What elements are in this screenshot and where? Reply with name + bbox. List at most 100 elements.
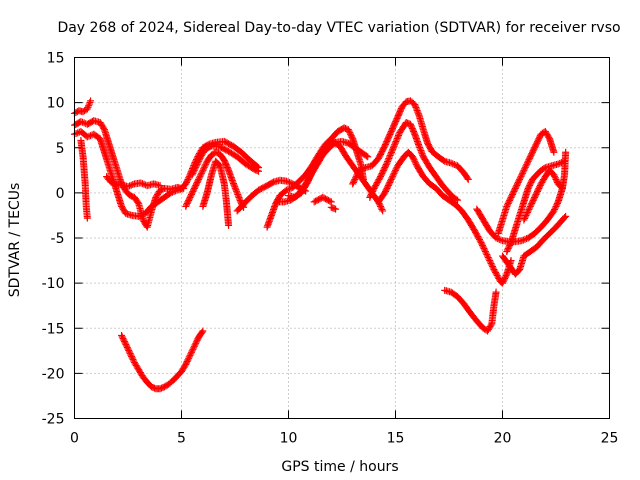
data-point <box>384 183 392 191</box>
data-point <box>531 144 539 152</box>
data-point <box>386 153 394 161</box>
data-point <box>124 345 132 353</box>
data-point <box>550 207 558 215</box>
data-point <box>236 197 244 205</box>
data-points <box>71 97 570 393</box>
data-point <box>536 133 544 141</box>
data-point <box>231 183 239 191</box>
data-point <box>186 193 194 201</box>
data-point <box>182 178 190 186</box>
data-point <box>417 148 425 156</box>
data-point <box>487 260 495 268</box>
data-point <box>187 350 195 358</box>
data-point <box>72 130 80 138</box>
data-point <box>553 199 561 207</box>
data-point <box>526 153 534 161</box>
data-point <box>502 272 510 280</box>
x-tick-label: 15 <box>387 431 405 447</box>
data-point <box>531 142 539 150</box>
data-point <box>121 339 129 347</box>
data-point <box>392 166 399 174</box>
data-point <box>355 166 363 174</box>
data-point <box>185 195 193 203</box>
data-point <box>119 334 127 342</box>
data-point <box>409 154 417 162</box>
data-point <box>126 350 134 358</box>
series-arc-a <box>71 97 95 117</box>
data-point <box>136 212 144 220</box>
data-point <box>187 192 195 200</box>
data-point <box>449 160 457 168</box>
y-tick-label: 15 <box>47 51 65 67</box>
data-point <box>367 192 375 200</box>
data-point <box>536 181 544 189</box>
data-point <box>484 254 492 262</box>
data-point <box>369 187 377 195</box>
data-point <box>532 190 540 198</box>
data-point <box>192 181 200 189</box>
data-point <box>234 192 242 200</box>
data-point <box>191 341 199 349</box>
data-point <box>384 158 392 166</box>
data-point <box>505 198 513 206</box>
data-point <box>181 362 189 370</box>
data-point <box>348 133 356 141</box>
data-point <box>501 275 509 283</box>
data-point <box>286 178 294 186</box>
data-point <box>392 165 400 173</box>
data-point <box>519 168 527 176</box>
data-point <box>195 175 203 183</box>
data-point <box>490 266 498 274</box>
data-point <box>377 171 385 179</box>
data-point <box>559 158 567 166</box>
data-point <box>520 216 528 224</box>
data-point <box>503 201 511 209</box>
data-point <box>504 199 512 207</box>
data-point <box>389 145 397 153</box>
data-point <box>522 162 530 170</box>
axis-ticks: -25 -20 -15 -10 -5 0 5 10 15 0 5 10 15 20 25 <box>42 51 619 447</box>
y-tick-label: -10 <box>42 276 65 292</box>
data-point <box>185 354 193 362</box>
data-point <box>506 195 514 203</box>
data-point <box>235 194 243 202</box>
data-point <box>551 172 559 180</box>
data-point <box>485 255 493 263</box>
data-point <box>84 103 92 111</box>
data-point <box>526 202 534 210</box>
data-point <box>253 167 261 175</box>
data-point <box>199 166 207 174</box>
data-point <box>504 245 512 253</box>
data-point <box>352 174 360 182</box>
data-point <box>201 162 209 170</box>
data-point <box>379 167 387 175</box>
data-point <box>533 139 541 147</box>
data-point <box>389 172 397 180</box>
data-point <box>497 236 505 244</box>
data-point <box>192 163 200 171</box>
data-point <box>525 156 533 164</box>
data-point <box>182 180 190 188</box>
data-point <box>202 160 210 168</box>
data-point <box>524 184 532 192</box>
data-point <box>332 205 340 213</box>
data-point <box>387 150 395 158</box>
data-point <box>454 196 462 204</box>
data-point <box>282 186 290 194</box>
data-point <box>189 187 197 195</box>
data-point <box>346 129 354 137</box>
data-point <box>190 186 198 194</box>
data-point <box>230 181 238 189</box>
data-point <box>126 182 134 190</box>
data-point <box>503 202 511 210</box>
data-point <box>189 345 197 353</box>
data-point <box>390 142 398 150</box>
data-point <box>464 175 472 183</box>
data-point <box>233 189 241 197</box>
data-point <box>188 171 196 179</box>
data-point <box>377 204 385 212</box>
data-point <box>533 138 541 146</box>
data-point <box>172 187 180 195</box>
data-point <box>511 184 519 192</box>
data-point <box>189 169 197 177</box>
